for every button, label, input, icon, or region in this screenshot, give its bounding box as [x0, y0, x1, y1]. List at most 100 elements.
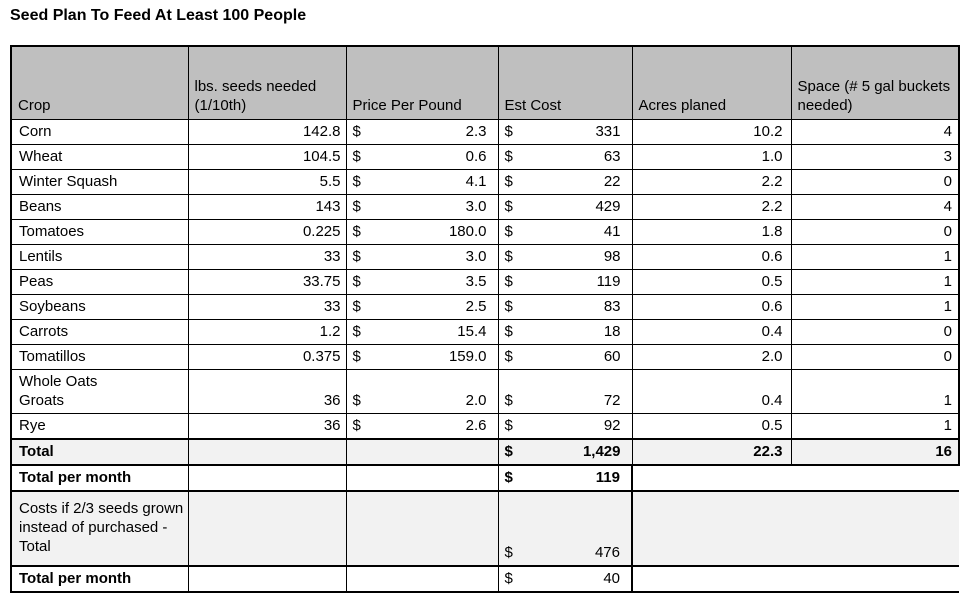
currency-symbol: $: [504, 147, 513, 165]
acres-planed-cell: 2.0: [631, 343, 792, 370]
currency-symbol: $: [352, 222, 361, 240]
buckets-cell: 0: [790, 343, 960, 370]
total-label: Total: [10, 437, 189, 466]
acres-planed-cell: 0.5: [631, 412, 792, 439]
cell-value: 2.0: [465, 391, 487, 409]
lbs-seeds-cell: 5.5: [187, 168, 347, 195]
currency-symbol: $: [504, 442, 513, 460]
est-cost-cell: $98: [497, 243, 633, 270]
costs-price-cell: [345, 490, 499, 567]
acres-planed-cell: 0.4: [631, 368, 792, 414]
cell-value: 4.1: [465, 172, 487, 190]
total-cost-cell: $ 1,429: [497, 437, 633, 466]
table-row: Tomatoes 0.225 $180.0 $41 1.8 0: [10, 218, 960, 245]
tpm2-lbs-cell: [187, 565, 347, 593]
price-per-pound-cell: $2.0: [345, 368, 499, 414]
currency-symbol: $: [352, 272, 361, 290]
currency-symbol: $: [504, 322, 513, 340]
cell-value: 60: [603, 347, 621, 365]
cell-value: 98: [603, 247, 621, 265]
total-lbs-cell: [187, 437, 347, 466]
acres-planed-cell: 0.4: [631, 318, 792, 345]
crop-name-cell: Rye: [10, 412, 189, 439]
est-cost-cell: $92: [497, 412, 633, 439]
currency-symbol: $: [352, 347, 361, 365]
cell-value: 2.5: [465, 297, 487, 315]
crop-name-cell: Carrots: [10, 318, 189, 345]
est-cost-cell: $63: [497, 143, 633, 170]
total-acres-value: 22.3: [631, 437, 792, 466]
currency-symbol: $: [352, 197, 361, 215]
table-row: Wheat 104.5 $0.6 $63 1.0 3: [10, 143, 960, 170]
buckets-cell: 1: [790, 412, 960, 439]
acres-planed-cell: 1.8: [631, 218, 792, 245]
cell-value: 159.0: [448, 347, 487, 365]
lbs-seeds-cell: 33: [187, 293, 347, 320]
crop-name-cell: Tomatoes: [10, 218, 189, 245]
lbs-seeds-cell: 0.375: [187, 343, 347, 370]
currency-symbol: $: [352, 416, 361, 434]
crop-name-cell: Tomatillos: [10, 343, 189, 370]
table-row: Corn 142.8 $2.3 $331 10.2 4: [10, 118, 960, 145]
lbs-seeds-cell: 142.8: [187, 118, 347, 145]
est-cost-cell: $60: [497, 343, 633, 370]
crop-name-cell: Winter Squash: [10, 168, 189, 195]
est-cost-cell: $72: [497, 368, 633, 414]
est-cost-cell: $119: [497, 268, 633, 295]
buckets-cell: 1: [790, 368, 960, 414]
lbs-seeds-cell: 36: [187, 412, 347, 439]
currency-symbol: $: [352, 297, 361, 315]
crop-name-cell: Corn: [10, 118, 189, 145]
currency-symbol: $: [352, 391, 361, 409]
costs-if-grown-label: Costs if 2/3 seeds grown instead of purc…: [10, 490, 189, 567]
table-row: Beans 143 $3.0 $429 2.2 4: [10, 193, 960, 220]
est-cost-cell: $83: [497, 293, 633, 320]
cell-value: 429: [595, 197, 621, 215]
cell-value: 72: [603, 391, 621, 409]
cell-value: 22: [603, 172, 621, 190]
header-lbs-seeds: lbs. seeds needed (1/10th): [187, 45, 347, 120]
tpm2-cost-value: 40: [603, 569, 620, 587]
acres-planed-cell: 1.0: [631, 143, 792, 170]
lbs-seeds-cell: 143: [187, 193, 347, 220]
price-per-pound-cell: $2.6: [345, 412, 499, 439]
costs-lbs-cell: [187, 490, 347, 567]
empty-cell: [632, 490, 791, 567]
seed-plan-table: Crop lbs. seeds needed (1/10th) Price Pe…: [10, 45, 960, 593]
empty-cell: [632, 565, 791, 593]
costs-cost-cell: $ 476: [497, 490, 633, 567]
crop-name-cell: Peas: [10, 268, 189, 295]
total-cost-value: 1,429: [582, 442, 621, 460]
tpm-cost-cell: $ 119: [497, 464, 633, 492]
crop-name-cell: Beans: [10, 193, 189, 220]
cell-value: 2.3: [465, 122, 487, 140]
acres-planed-cell: 2.2: [631, 193, 792, 220]
tpm2-cost-cell: $ 40: [497, 565, 633, 593]
price-per-pound-cell: $3.5: [345, 268, 499, 295]
header-crop: Crop: [10, 45, 189, 120]
costs-cost-value: 476: [594, 543, 620, 561]
total-per-month-row: Total per month $ 119: [10, 464, 959, 492]
currency-symbol: $: [504, 391, 513, 409]
cell-value: 15.4: [457, 322, 487, 340]
currency-symbol: $: [504, 247, 513, 265]
price-per-pound-cell: $2.3: [345, 118, 499, 145]
total-row: Total $ 1,429 22.3 16: [10, 437, 960, 466]
acres-planed-cell: 0.5: [631, 268, 792, 295]
currency-symbol: $: [504, 222, 513, 240]
est-cost-cell: $429: [497, 193, 633, 220]
currency-symbol: $: [352, 247, 361, 265]
acres-planed-cell: 0.6: [631, 293, 792, 320]
cell-value: 180.0: [448, 222, 487, 240]
price-per-pound-cell: $159.0: [345, 343, 499, 370]
price-per-pound-cell: $180.0: [345, 218, 499, 245]
table-row: Soybeans 33 $2.5 $83 0.6 1: [10, 293, 960, 320]
table-row: Winter Squash 5.5 $4.1 $22 2.2 0: [10, 168, 960, 195]
total-price-cell: [345, 437, 499, 466]
buckets-cell: 0: [790, 318, 960, 345]
total-per-month-grown-row: Total per month $ 40: [10, 565, 959, 593]
page-title: Seed Plan To Feed At Least 100 People: [10, 7, 307, 24]
lbs-seeds-cell: 36: [187, 368, 347, 414]
header-row: Crop lbs. seeds needed (1/10th) Price Pe…: [10, 45, 960, 120]
header-price-per-pound: Price Per Pound: [345, 45, 499, 120]
